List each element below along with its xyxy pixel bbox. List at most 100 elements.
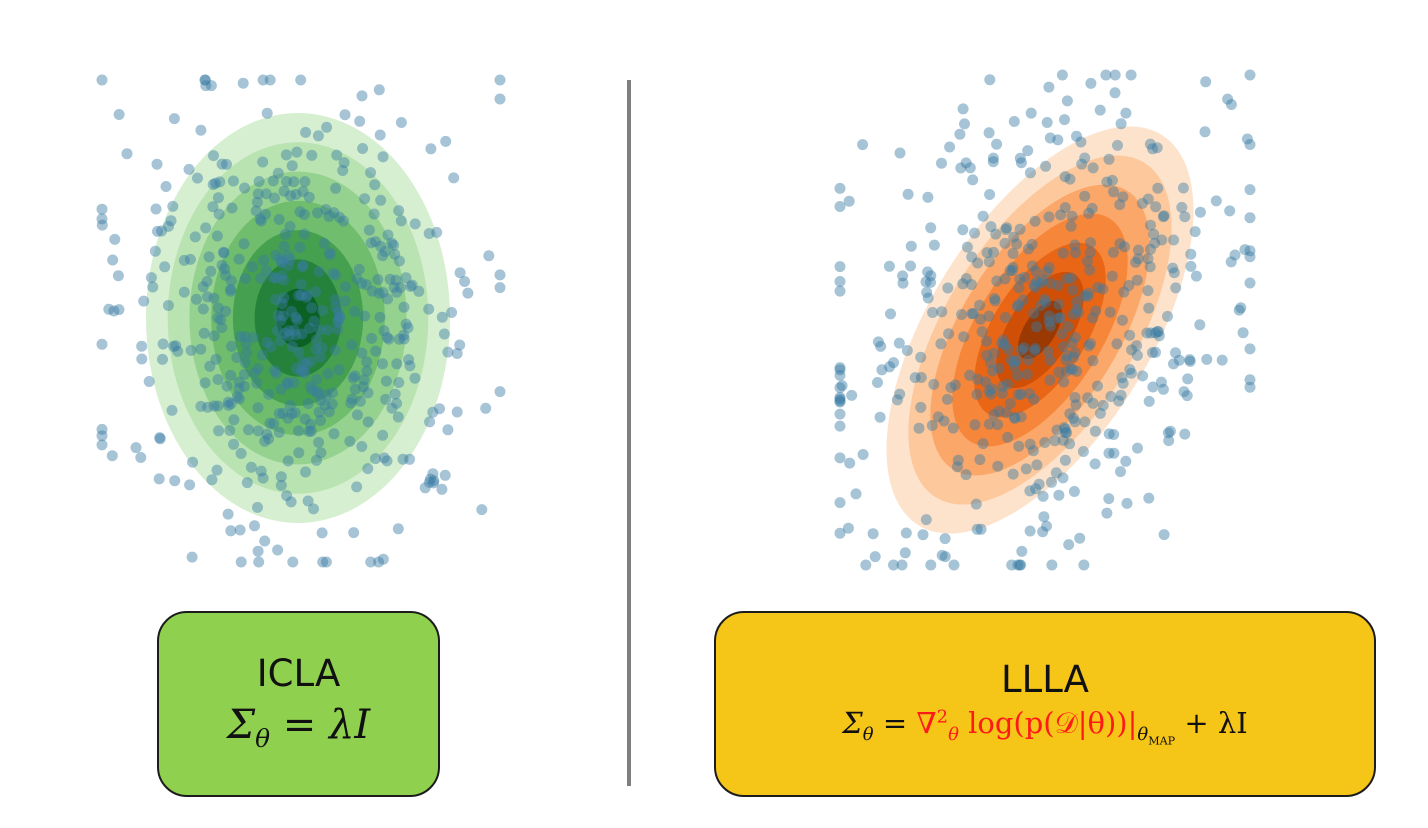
icla-sample-point	[315, 395, 327, 407]
llla-sample-point	[884, 361, 896, 373]
icla-sample-point	[214, 176, 226, 188]
icla-sample-point	[424, 473, 436, 485]
icla-sample-point	[235, 448, 247, 459]
llla-sample-point	[897, 277, 909, 289]
llla-sample-point	[1229, 249, 1241, 261]
icla-sample-point	[157, 353, 168, 365]
icla-sample-point	[233, 253, 245, 265]
llla-sample-point	[991, 138, 1003, 150]
llla-sample-point	[983, 310, 995, 322]
icla-sample-point	[286, 408, 298, 420]
icla-sample-point	[373, 84, 385, 96]
icla-sample-point	[349, 383, 361, 395]
llla-sample-point	[1044, 132, 1056, 144]
icla-sample-point	[136, 353, 148, 365]
llla-sample-point	[1000, 224, 1012, 235]
llla-sample-point	[1044, 320, 1056, 332]
llla-formula-nabla: ∇	[916, 706, 937, 741]
icla-sample-point	[361, 279, 372, 291]
icla-sample-point	[402, 322, 414, 334]
llla-sample-point	[983, 256, 995, 268]
llla-sample-point	[850, 488, 862, 500]
llla-sample-point	[1012, 559, 1024, 571]
llla-sample-point	[1145, 327, 1157, 339]
icla-sample-point	[348, 527, 360, 539]
icla-sample-point	[322, 324, 333, 336]
icla-sample-point	[306, 384, 318, 396]
icla-sample-point	[302, 398, 314, 409]
llla-sample-point	[1105, 391, 1117, 402]
llla-sample-point	[985, 221, 997, 233]
llla-sample-point	[1031, 459, 1043, 471]
icla-sample-point	[390, 274, 402, 286]
icla-sample-point	[305, 419, 317, 430]
icla-sample-point	[268, 418, 280, 430]
llla-sample-point	[1064, 408, 1076, 420]
llla-sample-point	[1116, 372, 1128, 384]
icla-sample-point	[398, 301, 410, 313]
icla-sample-point	[315, 415, 327, 426]
llla-sample-point	[974, 454, 986, 466]
icla-sample-point	[368, 208, 380, 220]
llla-sample-point	[999, 273, 1011, 285]
icla-sample-point	[216, 259, 228, 271]
icla-sample-point	[494, 282, 506, 294]
llla-sample-point	[1079, 416, 1091, 428]
icla-sample-point	[253, 176, 265, 187]
icla-sample-point	[431, 226, 443, 238]
icla-sample-point	[278, 274, 289, 286]
llla-sample-point	[951, 461, 963, 473]
llla-sample-point	[1029, 215, 1041, 227]
icla-sample-point	[130, 442, 142, 454]
icla-sample-point	[282, 412, 294, 424]
llla-sample-point	[1142, 193, 1154, 205]
icla-sample-point	[345, 397, 357, 409]
llla-sample-point	[1103, 447, 1115, 459]
icla-sample-point	[239, 331, 251, 343]
llla-sample-point	[1029, 281, 1041, 293]
icla-sample-point	[363, 224, 375, 236]
icla-sample-point	[305, 381, 316, 392]
icla-sample-point	[317, 305, 329, 316]
llla-sample-point	[1157, 383, 1169, 395]
icla-sample-point	[301, 289, 313, 301]
llla-sample-point	[1040, 160, 1052, 172]
llla-sample-point	[1083, 340, 1095, 352]
icla-sample-point	[107, 254, 119, 266]
llla-sample-point	[987, 156, 999, 168]
icla-sample-point	[282, 260, 294, 272]
llla-sample-point	[1021, 368, 1033, 380]
llla-sample-point	[1116, 314, 1128, 326]
llla-sample-point	[1046, 559, 1058, 571]
llla-sample-point	[1185, 248, 1197, 260]
llla-sample-point	[1179, 428, 1191, 440]
llla-sample-point	[996, 387, 1008, 399]
icla-sample-point	[263, 433, 275, 445]
llla-sample-point	[984, 357, 996, 368]
llla-sample-point	[1111, 338, 1123, 350]
icla-sample-point	[377, 553, 389, 565]
icla-sample-point	[160, 181, 172, 192]
icla-sample-point	[293, 347, 305, 358]
llla-sample-point	[1050, 467, 1062, 479]
icla-sample-point	[286, 160, 298, 172]
llla-sample-point	[893, 337, 905, 349]
llla-sample-point	[938, 415, 950, 427]
icla-sample-point	[293, 425, 304, 437]
llla-sample-point	[1043, 316, 1055, 328]
icla-sample-point	[281, 377, 293, 389]
llla-sample-point	[1057, 247, 1069, 259]
icla-sample-point	[320, 204, 332, 215]
icla-sample-point	[169, 475, 181, 487]
llla-sample-point	[967, 308, 979, 319]
llla-sample-point	[1069, 332, 1081, 343]
llla-sample-point	[1087, 355, 1099, 367]
icla-sample-point	[228, 438, 240, 450]
icla-sample-point	[163, 220, 174, 232]
llla-sample-point	[1244, 277, 1256, 289]
llla-sample-point	[1024, 438, 1036, 450]
icla-sample-point	[272, 167, 284, 179]
llla-sample-point	[922, 292, 934, 304]
llla-sample-point	[1060, 354, 1072, 366]
llla-formula: Σθ = ∇2θ log(p(𝒟|θ))|θMAP + λI	[842, 706, 1247, 748]
